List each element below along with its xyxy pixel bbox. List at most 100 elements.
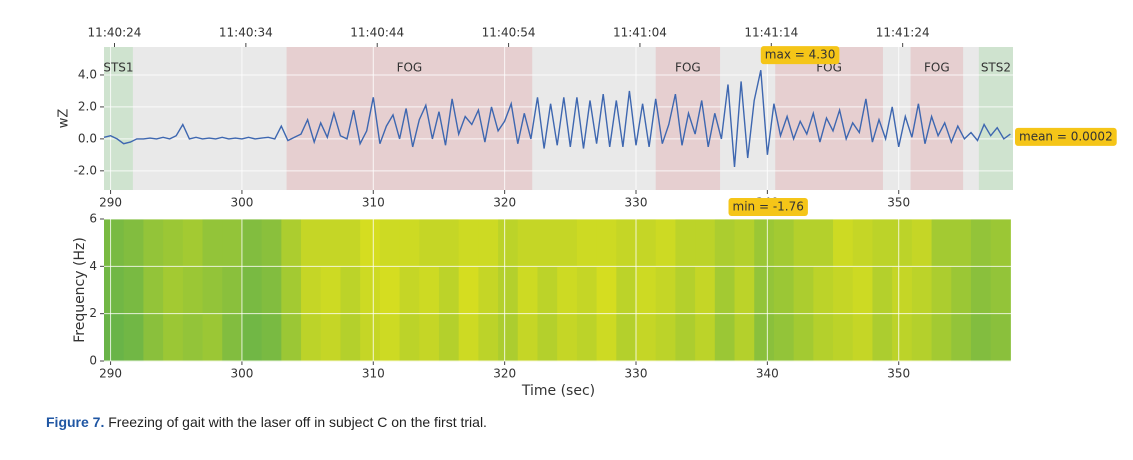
heatmap-cell — [911, 219, 933, 267]
heatmap-cell — [419, 266, 440, 315]
region — [775, 47, 883, 190]
heatmap-cell — [852, 219, 873, 267]
heatmap-cell — [636, 266, 657, 315]
heatmap-cell — [675, 266, 696, 315]
heatmap-cell — [517, 266, 538, 315]
heatmap-cell — [301, 313, 322, 362]
heatmap-cell — [655, 313, 676, 362]
annotation: max = 4.30 — [760, 46, 840, 65]
heatmap-cell — [340, 266, 361, 315]
region-label: FOG — [924, 61, 950, 75]
heatmap-cell — [576, 313, 598, 362]
heatmap-cell — [714, 313, 736, 362]
heatmap-cell — [793, 266, 814, 315]
heatmap-cell — [182, 266, 204, 315]
heatmap-cell — [104, 313, 125, 362]
heatmap-cell — [892, 313, 913, 362]
y-tick-label: 2 — [89, 306, 97, 320]
heatmap-cell — [379, 219, 401, 267]
x-tick-label: 340 — [756, 367, 779, 381]
heatmap-cell — [773, 313, 795, 362]
y-tick-label: 2.0 — [78, 99, 97, 113]
annotation-box — [728, 197, 808, 216]
x-tick-label: 350 — [887, 367, 910, 381]
heatmap-cell — [636, 313, 657, 362]
heatmap-cell — [458, 266, 479, 315]
heatmap-cell — [833, 219, 854, 267]
heatmap-cell — [754, 313, 775, 362]
heatmap-cell — [104, 266, 125, 315]
y-tick-label: 4 — [89, 259, 97, 273]
x2-tick-label: 11:40:44 — [350, 26, 404, 40]
heatmap-cell — [655, 219, 676, 267]
heatmap-cell — [951, 219, 972, 267]
region-label: STS2 — [981, 61, 1011, 75]
heatmap-cell — [143, 219, 164, 267]
heatmap-cell — [636, 219, 657, 267]
heatmap-cell — [596, 266, 617, 315]
x-tick-label: 320 — [493, 196, 516, 210]
x2-tick-label: 11:41:24 — [876, 26, 930, 40]
heatmap-cell — [123, 219, 144, 267]
heatmap-cell — [379, 266, 401, 315]
heatmap-cell — [970, 266, 992, 315]
heatmap-cell — [793, 219, 814, 267]
heatmap-cell — [970, 313, 992, 362]
heatmap-cell — [931, 313, 952, 362]
x-tick-label: 300 — [230, 196, 253, 210]
heatmap-cell — [714, 266, 736, 315]
heatmap-cell — [695, 266, 716, 315]
annotation: min = -1.76 — [728, 197, 808, 216]
heatmap-cell — [892, 219, 913, 267]
region-label: FOG — [675, 61, 701, 75]
heatmap-cell — [695, 313, 716, 362]
region-label: STS1 — [103, 61, 133, 75]
heatmap-cell — [320, 313, 341, 362]
heatmap-cell — [182, 219, 204, 267]
heatmap-cell — [872, 219, 893, 267]
heatmap-cell — [281, 219, 302, 267]
heatmap-cell — [734, 219, 755, 267]
heatmap-cell — [123, 266, 144, 315]
heatmap-cell — [458, 313, 479, 362]
heatmap-cell — [872, 266, 893, 315]
figure: STS1FOGFOGFOGFOGSTS229030031032033034035… — [57, 26, 1117, 399]
heatmap-cell — [478, 313, 499, 362]
region — [910, 47, 964, 190]
heatmap-cell — [892, 266, 913, 315]
heatmap-cell — [163, 266, 184, 315]
heatmap-cell — [379, 313, 401, 362]
heatmap-cell — [852, 266, 873, 315]
annotation-box — [760, 46, 840, 65]
heatmap-cell — [616, 219, 637, 267]
x-tick-label: 310 — [362, 367, 385, 381]
heatmap-cell — [281, 266, 302, 315]
x-tick-label: 320 — [493, 367, 516, 381]
heatmap-cell — [754, 266, 775, 315]
caption-label: Figure 7. — [46, 414, 105, 430]
heatmap-cell — [813, 313, 834, 362]
x-axis-label: Time (sec) — [521, 383, 595, 399]
heatmap-cell — [537, 219, 558, 267]
heatmap-cell — [557, 266, 578, 315]
heatmap-cell — [498, 313, 519, 362]
region-label: FOG — [397, 61, 423, 75]
region — [104, 47, 133, 190]
heatmap-cell — [163, 219, 184, 267]
heatmap-cell — [419, 219, 440, 267]
signal-line — [103, 70, 1011, 168]
region — [978, 47, 1013, 190]
heatmap-cell — [143, 266, 164, 315]
heatmap-cell — [399, 266, 420, 315]
annotation-box — [1015, 127, 1117, 146]
heatmap-cell — [301, 266, 322, 315]
heatmap-cell — [714, 219, 736, 267]
heatmap-cell — [360, 219, 381, 267]
heatmap-cell — [616, 266, 637, 315]
heatmap-cell — [438, 313, 460, 362]
heatmap-cell — [970, 219, 992, 267]
heatmap-cell — [399, 219, 420, 267]
heatmap-cell — [734, 313, 755, 362]
heatmap-cell — [419, 313, 440, 362]
heatmap-cell — [498, 266, 519, 315]
